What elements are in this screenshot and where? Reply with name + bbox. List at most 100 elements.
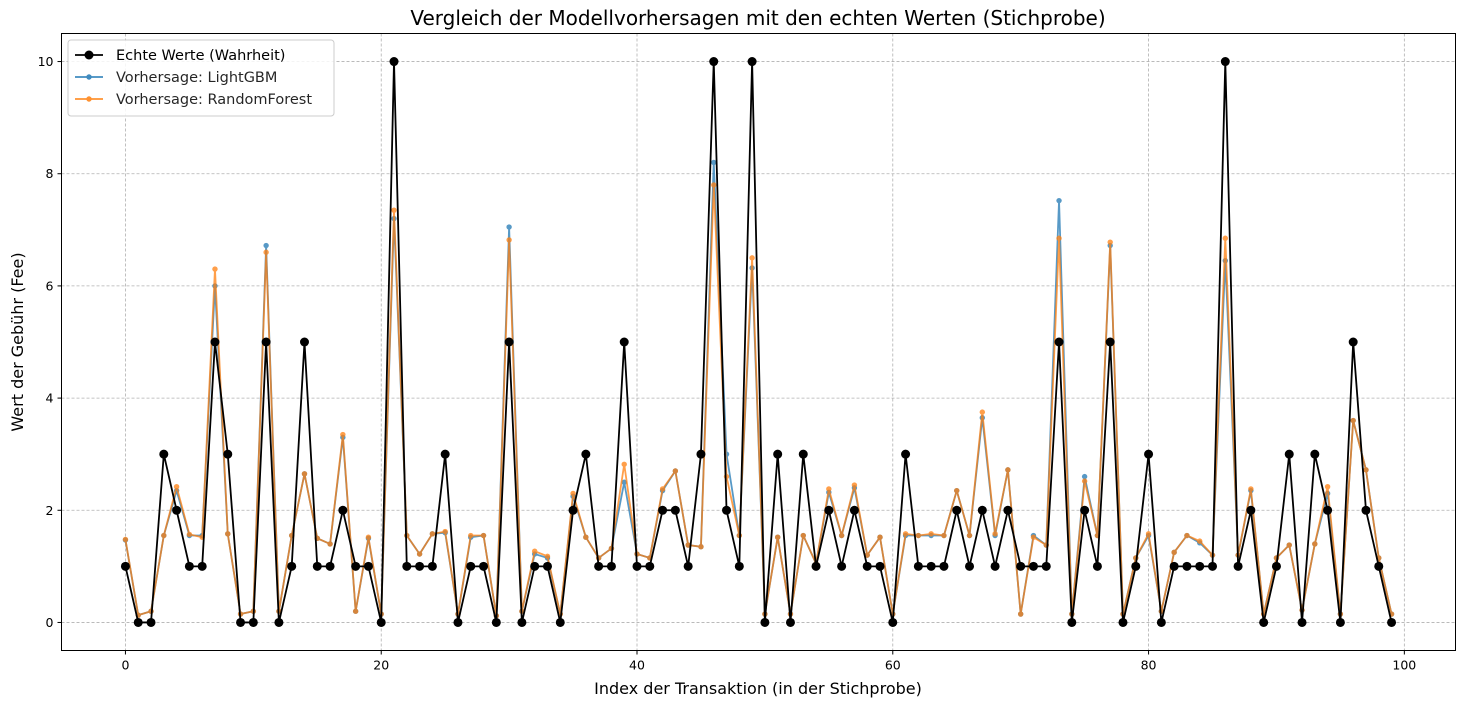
data-point	[402, 561, 412, 571]
data-point	[1005, 467, 1011, 473]
data-point	[966, 532, 973, 539]
legend-marker	[84, 50, 94, 60]
data-point	[659, 486, 666, 492]
data-point	[570, 490, 576, 497]
data-point	[583, 534, 589, 540]
data-point	[1284, 449, 1294, 459]
data-point	[172, 505, 182, 515]
data-point	[225, 531, 231, 537]
data-point	[902, 531, 909, 537]
data-point	[915, 532, 922, 539]
data-point	[530, 561, 540, 571]
data-point	[338, 505, 348, 515]
data-point	[1118, 617, 1128, 627]
data-point	[568, 505, 578, 515]
data-point	[952, 505, 962, 515]
x-tick-label: 60	[885, 658, 901, 673]
data-point	[901, 449, 911, 459]
data-point	[1171, 549, 1177, 556]
data-point	[1144, 449, 1154, 459]
data-point	[479, 561, 489, 571]
data-point	[1387, 617, 1397, 627]
data-point	[849, 505, 859, 515]
data-point	[1056, 235, 1062, 241]
data-point	[1028, 561, 1038, 571]
data-point	[1067, 617, 1077, 627]
data-point	[1248, 486, 1254, 492]
data-point	[376, 617, 386, 627]
y-tick-label: 2	[46, 503, 54, 518]
data-point	[1131, 561, 1141, 571]
data-point	[939, 561, 949, 571]
y-axis-label: Wert der Gebühr (Fee)	[8, 252, 27, 431]
data-point	[1208, 561, 1218, 571]
data-point	[212, 266, 218, 272]
data-point	[391, 207, 397, 213]
x-axis-label: Index der Transaktion (in der Stichprobe…	[594, 679, 922, 698]
series-2	[122, 182, 1395, 619]
data-point	[363, 561, 373, 571]
data-point	[173, 484, 180, 490]
data-point	[785, 617, 795, 627]
data-point	[1030, 534, 1037, 540]
data-point	[888, 617, 898, 627]
data-point	[1323, 505, 1333, 515]
data-point	[415, 561, 425, 571]
series-1	[122, 159, 1395, 619]
data-point	[711, 182, 717, 188]
data-point	[466, 561, 476, 571]
legend-label: Echte Werte (Wahrheit)	[116, 48, 285, 64]
data-point	[954, 487, 960, 494]
x-tick-label: 100	[1392, 658, 1416, 673]
data-point	[645, 561, 655, 571]
legend-entry: Echte Werte (Wahrheit)	[75, 48, 285, 64]
data-point	[416, 551, 423, 557]
data-point	[1374, 561, 1384, 571]
data-point	[1363, 467, 1369, 473]
data-point	[1017, 611, 1024, 617]
data-point	[1324, 484, 1331, 490]
data-point	[1182, 561, 1192, 571]
data-point	[1335, 617, 1345, 627]
y-tick-label: 4	[46, 391, 54, 406]
data-point	[965, 561, 975, 571]
data-point	[1286, 542, 1292, 548]
data-point	[1348, 337, 1358, 347]
data-point	[838, 532, 845, 539]
plot-frame	[61, 33, 1456, 651]
series-0	[120, 57, 1397, 627]
data-point	[1016, 561, 1026, 571]
data-point	[1233, 561, 1243, 571]
data-point	[122, 536, 129, 543]
data-point	[685, 542, 691, 548]
data-point	[223, 449, 233, 459]
data-point	[531, 548, 538, 554]
data-point	[1195, 561, 1205, 571]
data-point	[862, 561, 872, 571]
data-point	[1107, 239, 1113, 245]
data-point	[581, 449, 591, 459]
data-point	[1054, 337, 1064, 347]
data-point	[159, 449, 169, 459]
data-point	[146, 617, 156, 627]
data-point	[941, 532, 947, 539]
chart-title: Vergleich der Modellvorhersagen mit den …	[410, 6, 1105, 30]
data-point	[236, 617, 246, 627]
data-point	[440, 449, 450, 459]
data-point	[299, 337, 309, 347]
data-point	[1081, 478, 1088, 484]
data-point	[800, 532, 806, 539]
data-point	[542, 561, 552, 571]
x-tick-label: 0	[121, 658, 129, 673]
data-point	[274, 617, 284, 627]
data-point	[287, 561, 297, 571]
data-point	[1197, 538, 1203, 544]
data-point	[261, 337, 271, 347]
data-point	[1105, 337, 1115, 347]
data-point	[351, 561, 361, 571]
legend-label: Vorhersage: LightGBM	[116, 70, 277, 86]
data-point	[913, 561, 923, 571]
data-point	[734, 561, 744, 571]
legend-marker	[86, 96, 92, 102]
